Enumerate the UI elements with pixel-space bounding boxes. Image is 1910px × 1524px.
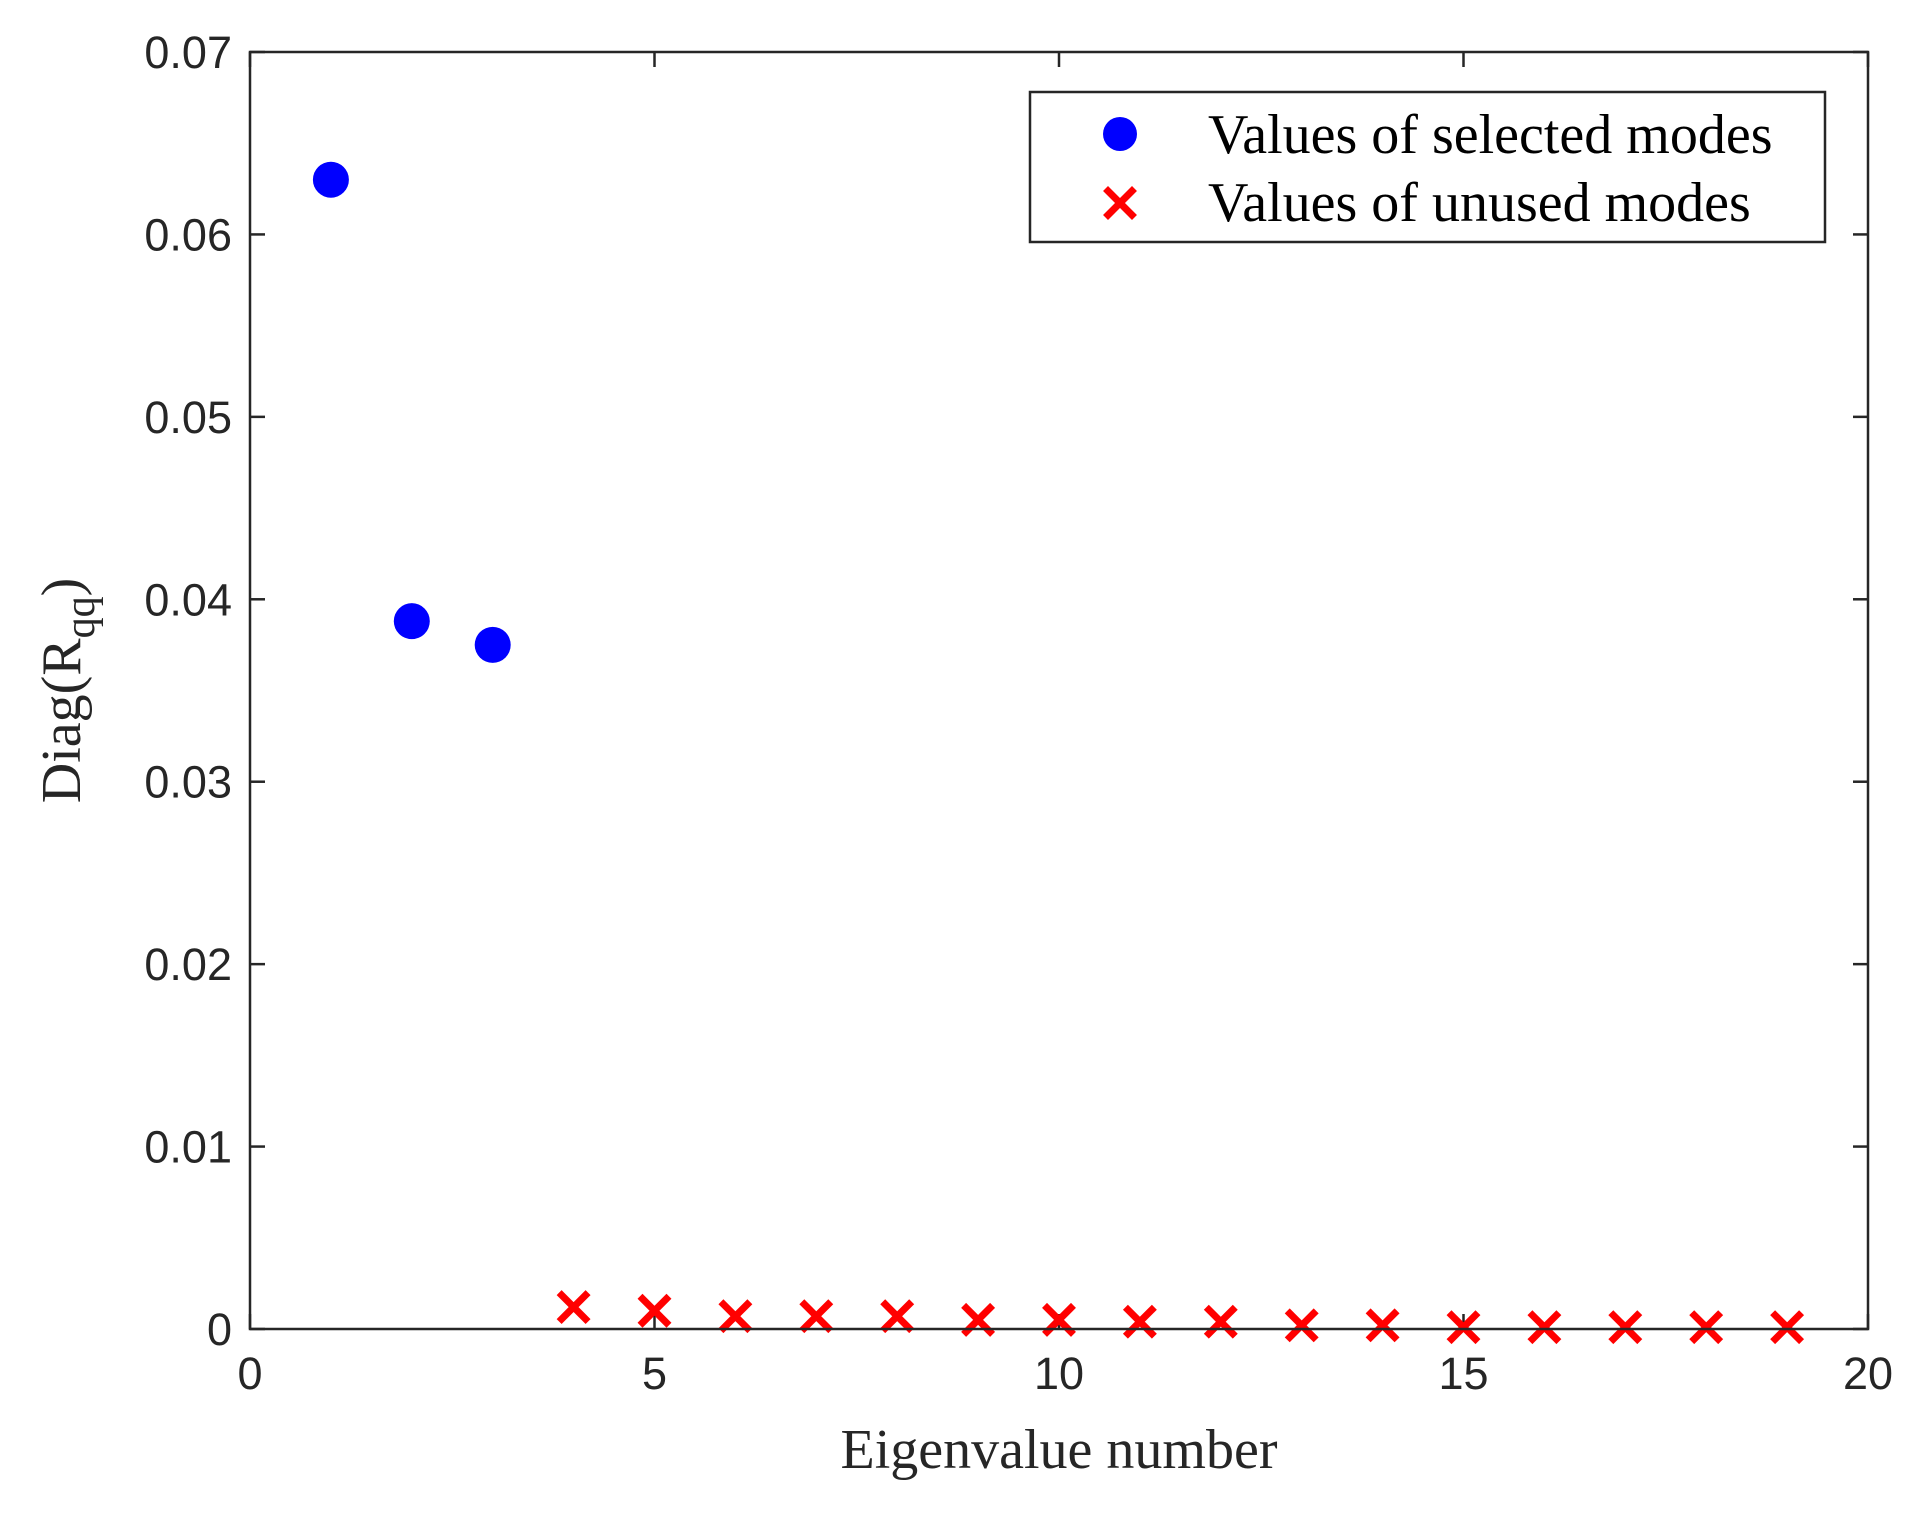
axis-tick-labels: 0 5 10 15 20 0 0.01 0.02 0.03 0.04 0.05 0.06 0.07 [144, 27, 1893, 1399]
y-tick-label: 0.02 [144, 939, 232, 990]
unused-mode-point [1608, 1310, 1643, 1345]
y-tick-label: 0.05 [144, 392, 232, 443]
legend-marker-unused-modes [1103, 186, 1137, 220]
legend-box [1028, 90, 1827, 244]
legend-marker-selected-modes [1103, 117, 1137, 151]
y-axis-title: Diag(Rqq) [31, 578, 104, 804]
unused-mode-point [1527, 1310, 1562, 1345]
selected-mode-point [474, 626, 511, 663]
unused-mode-point [718, 1299, 753, 1334]
unused-mode-point [1446, 1310, 1481, 1345]
x-tick-label: 20 [1843, 1348, 1893, 1399]
x-tick-label: 10 [1034, 1348, 1084, 1399]
y-axis-title-subscript: qq [58, 596, 104, 638]
x-tick-label: 0 [237, 1348, 262, 1399]
unused-mode-point [1770, 1310, 1805, 1345]
selected-mode-point [312, 161, 349, 198]
y-tick-label: 0.04 [144, 574, 232, 625]
unused-mode-point [799, 1299, 834, 1334]
legend-label-selected-modes: Values of selected modes [1208, 104, 1772, 166]
x-tick-label: 15 [1438, 1348, 1488, 1399]
unused-mode-point [556, 1290, 591, 1325]
y-tick-label: 0 [207, 1304, 232, 1355]
unused-mode-point [1365, 1308, 1400, 1343]
y-tick-label: 0.03 [144, 757, 232, 808]
unused-mode-point [880, 1299, 915, 1334]
unused-mode-point [637, 1293, 672, 1328]
y-tick-label: 0.07 [144, 27, 232, 78]
y-axis-title-main: Diag(R [31, 638, 93, 804]
legend: Values of selected modes Values of unuse… [1028, 90, 1827, 244]
y-tick-label: 0.06 [144, 209, 232, 260]
legend-label-unused-modes: Values of unused modes [1208, 172, 1751, 234]
unused-mode-point [1689, 1310, 1724, 1345]
plot-area-frame [248, 50, 1870, 1331]
unused-mode-point [1284, 1308, 1319, 1343]
x-tick-label: 5 [642, 1348, 667, 1399]
x-axis-title: Eigenvalue number [841, 1419, 1278, 1481]
y-axis-title-close: ) [31, 578, 93, 597]
selected-mode-point [393, 603, 430, 640]
y-tick-label: 0.01 [144, 1122, 232, 1173]
